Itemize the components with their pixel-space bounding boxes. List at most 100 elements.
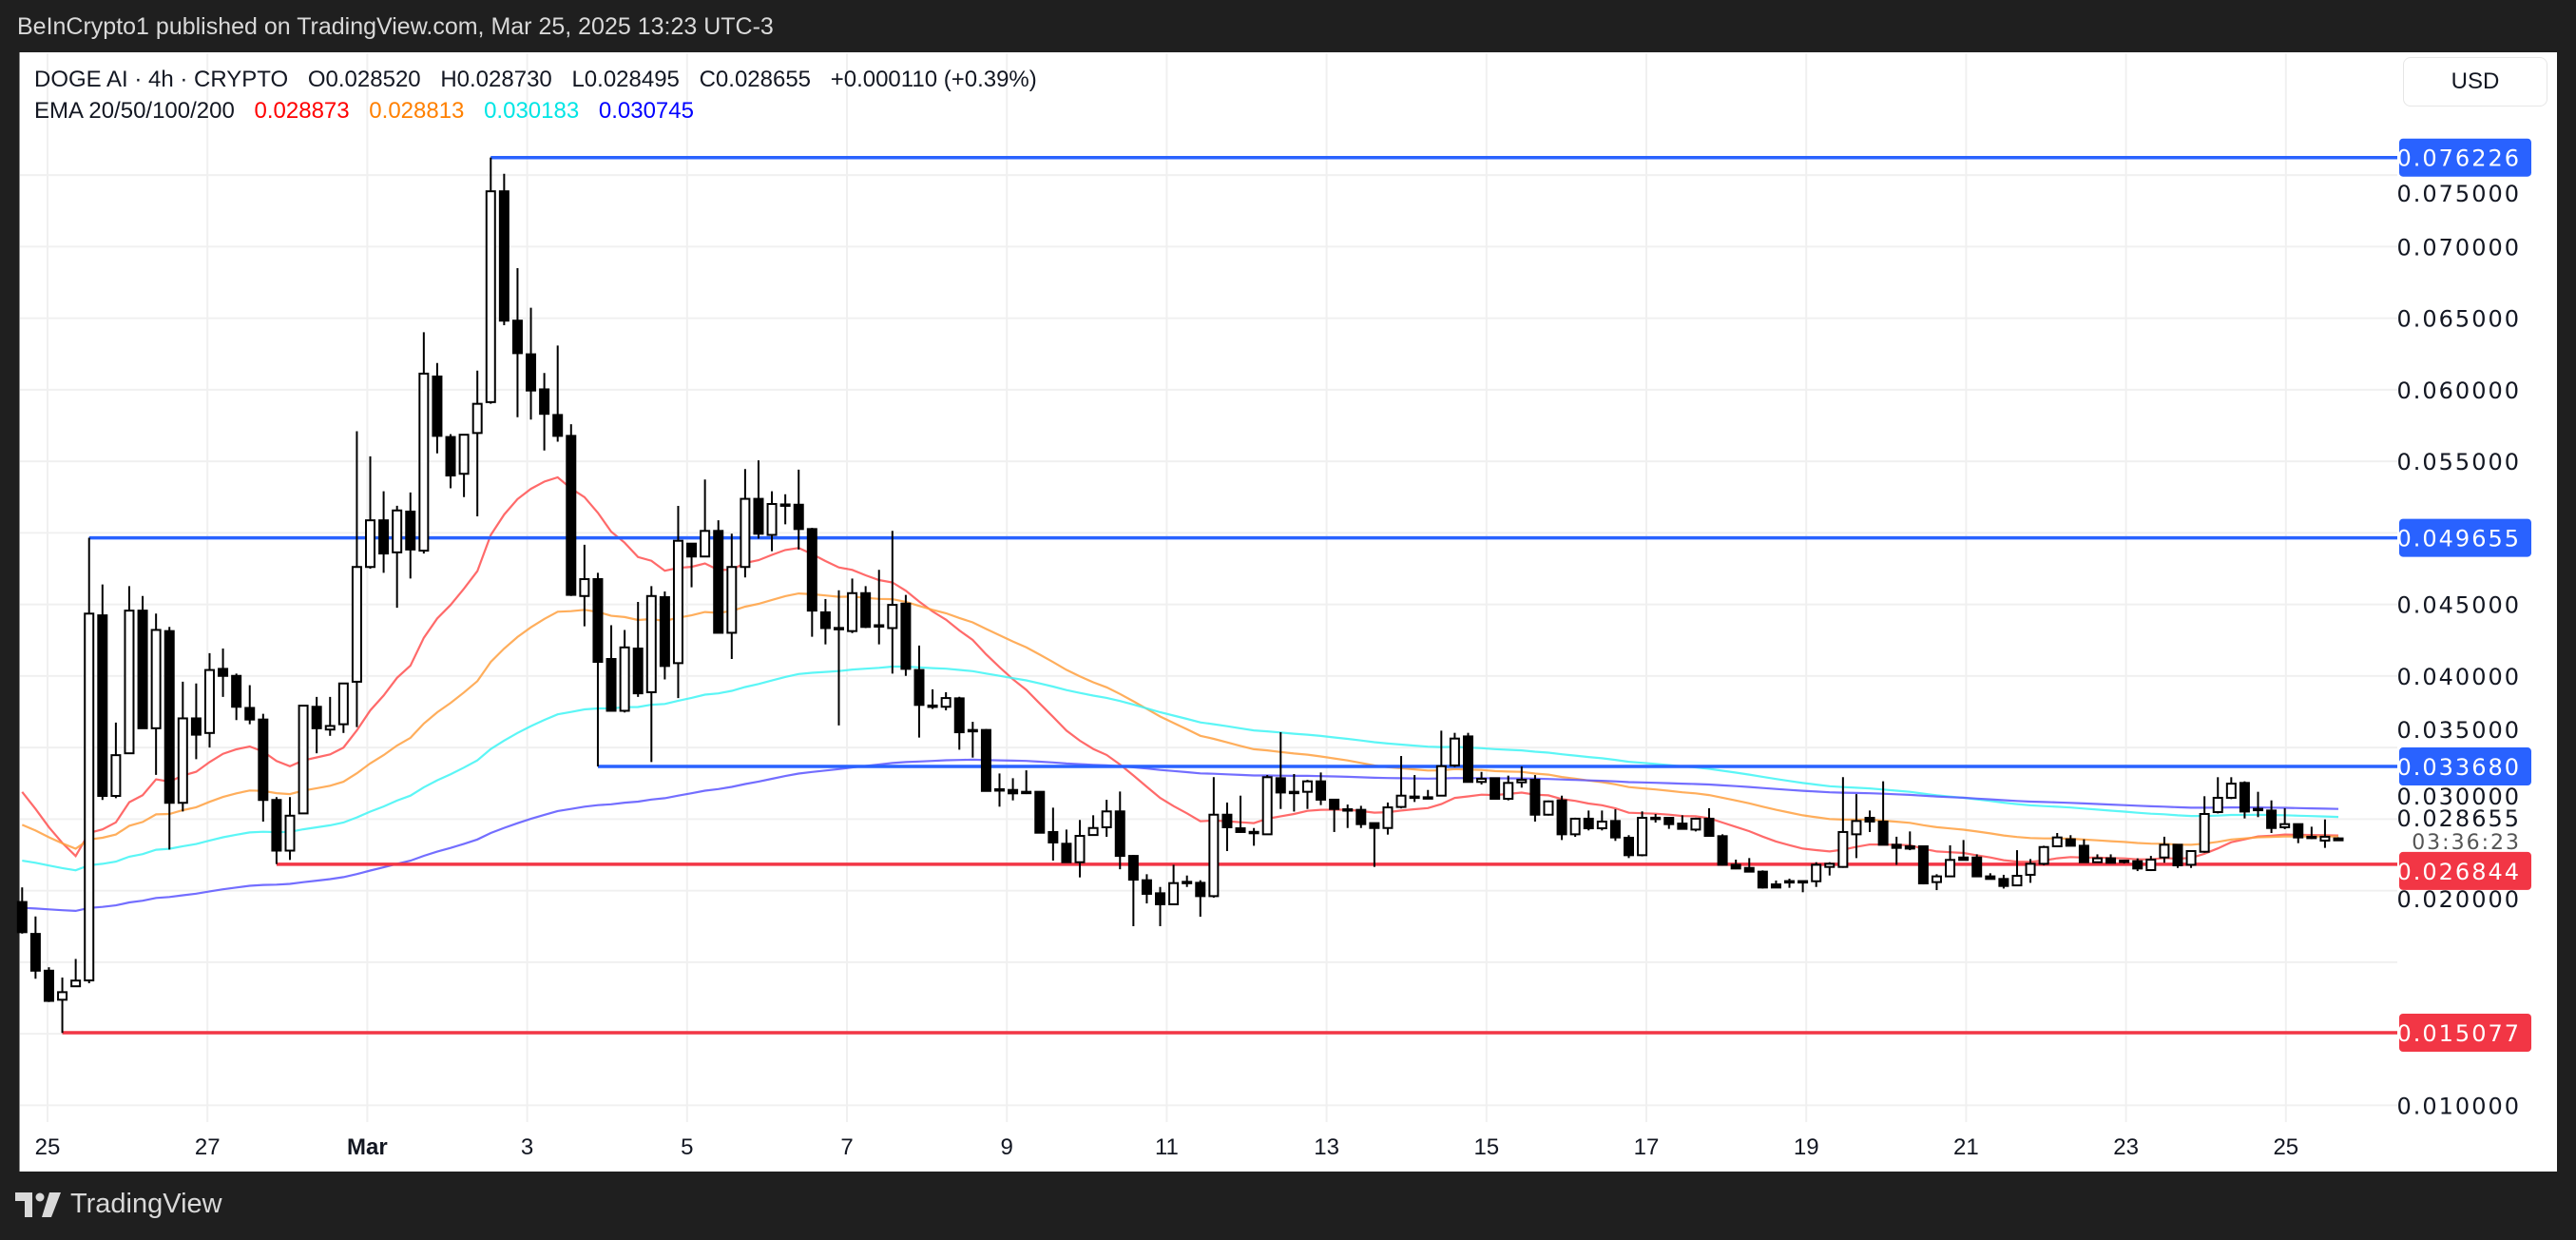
chart-panel[interactable] — [19, 52, 2557, 1172]
level-price-tag — [2399, 851, 2531, 890]
candle-up — [726, 566, 738, 634]
candle-up — [2319, 835, 2331, 842]
x-tick-label: 5 — [681, 1134, 693, 1160]
candle-up — [392, 509, 403, 553]
candle-up — [1596, 820, 1607, 830]
candle-down — [231, 674, 242, 708]
candle-down — [659, 595, 670, 668]
candle-up — [887, 604, 898, 630]
candle-down — [632, 648, 644, 695]
candle-down — [1462, 735, 1473, 784]
ohlc-close-value: 0.028655 — [715, 67, 812, 92]
candle-down — [1155, 892, 1166, 905]
ohlc-open-value: 0.028520 — [325, 67, 421, 92]
y-tick-label: 0.055000 — [2396, 449, 2521, 475]
candle-down — [606, 657, 617, 712]
y-tick-label: 0.020000 — [2396, 886, 2521, 913]
candle-up — [57, 991, 68, 1001]
candle-up — [337, 682, 349, 726]
candle-up — [1101, 810, 1112, 828]
candle-up — [1248, 830, 1259, 835]
candle-up — [124, 610, 135, 755]
ema50-value: 0.028813 — [369, 98, 465, 124]
ohlc-close-label: C — [699, 67, 716, 92]
candle-up — [1824, 862, 1836, 868]
candle-down — [2266, 809, 2278, 829]
x-tick-label: 23 — [2113, 1134, 2139, 1160]
candle-down — [1369, 822, 1380, 829]
candle-up — [1261, 776, 1273, 836]
candle-down — [1958, 856, 1970, 862]
candle-down — [1141, 879, 1152, 895]
candle-down — [1409, 795, 1420, 800]
candle-down — [1355, 808, 1367, 825]
candle-down — [43, 969, 54, 1002]
candle-down — [405, 510, 416, 551]
symbol-title[interactable]: DOGE AI · 4h · CRYPTO — [34, 67, 289, 92]
candle-down — [1877, 820, 1889, 846]
candle-down — [2239, 782, 2250, 813]
candle-down — [526, 353, 537, 392]
candle-down — [218, 668, 229, 677]
ema100-value: 0.030183 — [484, 98, 580, 124]
x-tick-label: 21 — [1953, 1134, 1979, 1160]
candle-up — [766, 503, 778, 536]
candle-down — [1864, 817, 1875, 823]
candle-down — [1235, 827, 1246, 833]
candle-up — [1382, 806, 1394, 829]
candle-down — [2105, 857, 2117, 864]
candle-up — [940, 697, 952, 708]
candle-down — [258, 718, 269, 802]
candle-down — [1757, 870, 1768, 889]
level-price-tag — [2399, 1013, 2531, 1052]
candle-down — [2065, 838, 2076, 847]
candle-up — [740, 497, 751, 569]
candle-down — [1021, 790, 1032, 795]
candle-down — [511, 320, 523, 355]
candle-down — [953, 697, 965, 734]
candle-down — [1529, 779, 1541, 816]
candle-down — [1998, 878, 2009, 887]
candle-down — [927, 704, 938, 708]
candle-up — [298, 705, 309, 815]
candle-down — [753, 497, 764, 535]
candle-up — [284, 814, 296, 852]
candle-down — [1048, 830, 1059, 843]
candle-up — [2252, 807, 2263, 812]
tradingview-logo[interactable]: TradingView — [15, 1189, 222, 1220]
candle-up — [833, 627, 844, 630]
ema-label[interactable]: EMA 20/50/100/200 — [34, 98, 235, 124]
candle-up — [1074, 835, 1086, 863]
candle-down — [378, 519, 390, 555]
candle-down — [980, 728, 991, 792]
candle-down — [686, 542, 698, 558]
candle-down — [1770, 883, 1781, 889]
candle-up — [1435, 765, 1447, 797]
candle-down — [1971, 856, 1983, 878]
level-price-label: 0.049655 — [2396, 526, 2521, 552]
currency-button[interactable]: USD — [2403, 57, 2547, 107]
level-price-tag — [2399, 747, 2531, 786]
y-tick-label: 0.010000 — [2396, 1093, 2521, 1119]
ohlc-close: C0.028655 — [700, 67, 811, 92]
candle-up — [84, 612, 95, 982]
candle-down — [713, 530, 724, 634]
ema-legend: EMA 20/50/100/200 0.028873 0.028813 0.03… — [34, 98, 707, 125]
candle-up — [1503, 782, 1514, 801]
candle-up — [203, 668, 215, 734]
candle-down — [445, 436, 456, 477]
ohlc-low: L0.028495 — [571, 67, 679, 92]
ohlc-open: O0.028520 — [308, 67, 421, 92]
bar-countdown: 03:36:23 — [2412, 831, 2521, 855]
candle-up — [365, 519, 376, 569]
x-tick-label: Mar — [347, 1134, 388, 1160]
candle-down — [1127, 855, 1139, 882]
y-tick-label: 0.045000 — [2396, 592, 2521, 619]
candle-down — [97, 614, 108, 798]
candle-up — [1087, 826, 1099, 837]
candle-up — [485, 190, 496, 403]
x-tick-label: 19 — [1794, 1134, 1819, 1160]
level-price-label: 0.033680 — [2396, 754, 2521, 781]
ohlc-high: H0.028730 — [440, 67, 551, 92]
